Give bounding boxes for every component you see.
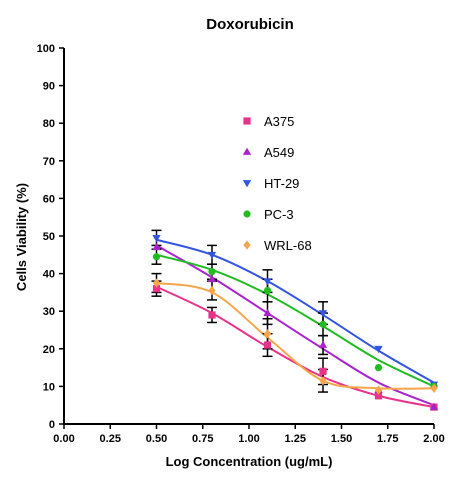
x-tick-label: 0.25 xyxy=(100,433,121,445)
y-tick-label: 100 xyxy=(37,43,55,55)
data-point-wrl-68 xyxy=(263,329,272,339)
data-point-ht-29 xyxy=(207,251,217,260)
fit-curves xyxy=(156,238,435,409)
legend-label-pc-3: PC-3 xyxy=(264,207,294,222)
data-point-a375 xyxy=(208,311,216,319)
x-tick-label: 1.50 xyxy=(331,433,352,445)
data-point-pc-3 xyxy=(152,253,161,261)
y-tick-label: 70 xyxy=(43,156,55,168)
legend-item-a549: A549 xyxy=(242,145,294,160)
y-tick-label: 20 xyxy=(43,344,55,356)
x-tick-label: 2.00 xyxy=(423,433,444,445)
y-tick-label: 50 xyxy=(43,231,55,243)
data-point-pc-3 xyxy=(263,286,272,295)
x-tick-label: 1.25 xyxy=(285,433,306,445)
data-point-pc-3 xyxy=(319,320,327,328)
x-tick-label: 1.75 xyxy=(377,433,398,445)
legend-item-wrl-68: WRL-68 xyxy=(243,238,312,253)
data-point-wrl-68 xyxy=(430,383,438,393)
y-tick-label: 30 xyxy=(43,306,55,318)
data-point-a549 xyxy=(207,274,217,283)
y-tick-label: 10 xyxy=(43,381,55,393)
x-tick-label: 1.00 xyxy=(238,433,259,445)
legend-label-ht-29: HT-29 xyxy=(264,176,299,191)
data-point-wrl-68 xyxy=(152,278,161,288)
legend-marker-ht-29 xyxy=(242,180,252,188)
fit-curve-wrl-68 xyxy=(156,282,435,390)
legend: A375 A549 HT-29 PC-3 WRL-68 xyxy=(242,114,312,253)
data-point-a549 xyxy=(263,308,272,316)
legend-marker-a375 xyxy=(243,117,251,125)
y-tick-label: 40 xyxy=(43,269,55,281)
fit-curve-a549 xyxy=(156,244,435,407)
data-point-a375 xyxy=(374,392,383,400)
legend-marker-pc-3 xyxy=(243,210,251,218)
y-tick-label: 60 xyxy=(43,193,55,205)
fit-curve-pc-3 xyxy=(156,253,435,388)
legend-label-wrl-68: WRL-68 xyxy=(264,238,312,253)
legend-item-ht-29: HT-29 xyxy=(242,176,299,191)
data-point-a375 xyxy=(152,285,161,293)
data-point-wrl-68 xyxy=(319,376,327,386)
legend-label-a549: A549 xyxy=(264,145,294,160)
y-axis-label: Cells Viability (%) xyxy=(14,183,29,291)
fit-curve-a375 xyxy=(156,285,435,409)
data-points xyxy=(152,235,439,411)
y-tick-label: 0 xyxy=(49,419,55,431)
y-tick-label: 90 xyxy=(43,81,55,93)
legend-marker-a549 xyxy=(242,147,252,155)
data-point-ht-29 xyxy=(318,310,328,318)
data-point-pc-3 xyxy=(374,364,383,372)
data-point-ht-29 xyxy=(263,278,272,286)
legend-marker-wrl-68 xyxy=(243,240,251,250)
data-point-a549 xyxy=(318,340,328,348)
chart-title: Doxorubicin xyxy=(206,16,294,33)
data-point-ht-29 xyxy=(374,345,383,354)
x-tick-label: 0.00 xyxy=(53,433,74,445)
legend-label-a375: A375 xyxy=(264,114,294,129)
y-tick-label: 80 xyxy=(43,118,55,130)
data-point-pc-3 xyxy=(208,268,216,276)
x-tick-label: 0.50 xyxy=(146,433,167,445)
data-point-a549 xyxy=(152,242,161,251)
data-point-a375 xyxy=(319,367,327,375)
data-point-a549 xyxy=(429,402,439,410)
legend-item-a375: A375 xyxy=(243,114,294,129)
x-axis-label: Log Concentration (ug/mL) xyxy=(166,454,333,469)
axes: 0.00 0.25 0.50 0.75 1.00 1.25 1.50 1.75 2.00 0 10 2… xyxy=(37,43,445,445)
legend-item-pc-3: PC-3 xyxy=(243,207,294,222)
data-point-a375 xyxy=(263,341,272,349)
data-point-ht-29 xyxy=(152,235,161,243)
x-tick-label: 0.75 xyxy=(192,433,213,445)
data-point-wrl-68 xyxy=(208,285,216,296)
data-point-wrl-68 xyxy=(374,385,383,395)
